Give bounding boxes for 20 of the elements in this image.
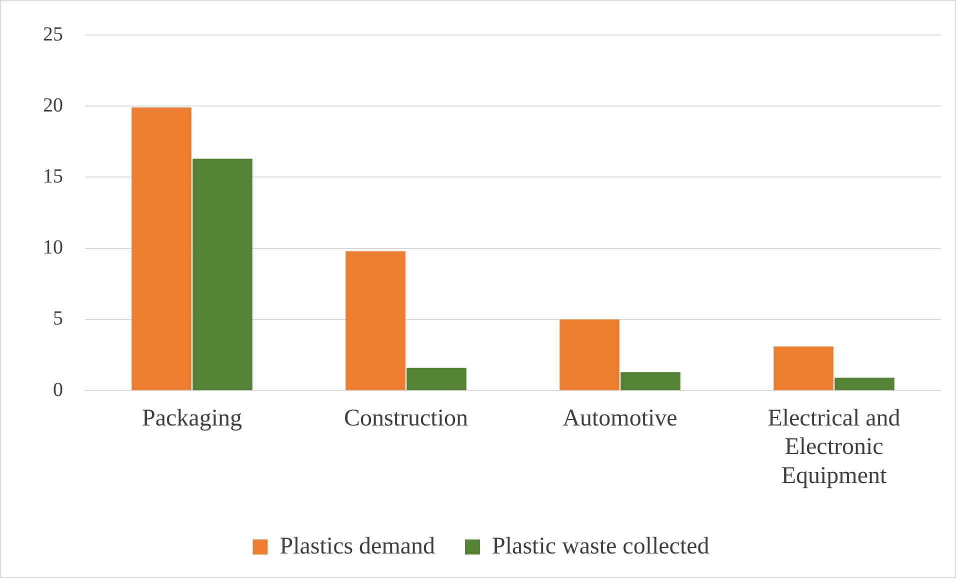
bar bbox=[620, 372, 680, 390]
x-tick-label: Electrical and Electronic Equipment bbox=[768, 405, 900, 489]
legend-label: Plastic waste collected bbox=[492, 533, 710, 560]
bar bbox=[132, 108, 192, 390]
bar bbox=[192, 158, 252, 390]
x-tick-label: Automotive bbox=[562, 405, 678, 432]
x-tick-label: Packaging bbox=[142, 405, 242, 432]
legend-label: Plastics demand bbox=[280, 533, 436, 560]
bar bbox=[346, 251, 406, 390]
y-tick-label: 15 bbox=[43, 165, 63, 188]
y-tick-label: 20 bbox=[43, 94, 63, 116]
y-tick-label: 10 bbox=[43, 236, 63, 259]
bar bbox=[834, 378, 894, 390]
bar bbox=[560, 319, 620, 390]
y-tick-label: 25 bbox=[43, 23, 63, 46]
x-tick-label: Construction bbox=[344, 405, 468, 432]
y-tick-label: 5 bbox=[53, 308, 63, 330]
bar bbox=[406, 368, 466, 390]
bar bbox=[774, 346, 834, 390]
y-tick-label: 0 bbox=[53, 378, 63, 401]
